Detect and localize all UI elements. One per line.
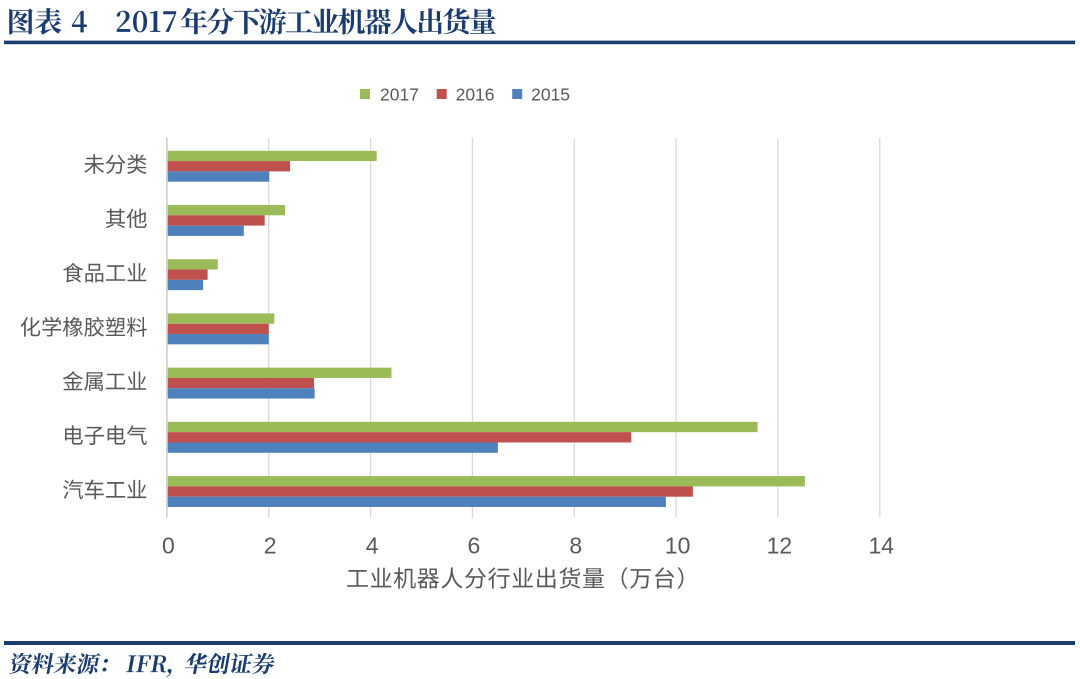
svg-text:12: 12 bbox=[767, 533, 793, 559]
svg-text:2016: 2016 bbox=[456, 85, 495, 105]
svg-text:4: 4 bbox=[366, 533, 379, 559]
svg-text:8: 8 bbox=[569, 533, 582, 559]
svg-text:2017: 2017 bbox=[380, 85, 419, 105]
svg-text:10: 10 bbox=[665, 533, 691, 559]
svg-text:2015: 2015 bbox=[531, 85, 570, 105]
svg-text:6: 6 bbox=[468, 533, 481, 559]
svg-text:2: 2 bbox=[264, 533, 277, 559]
svg-text:14: 14 bbox=[869, 533, 895, 559]
svg-text:0: 0 bbox=[162, 533, 175, 559]
